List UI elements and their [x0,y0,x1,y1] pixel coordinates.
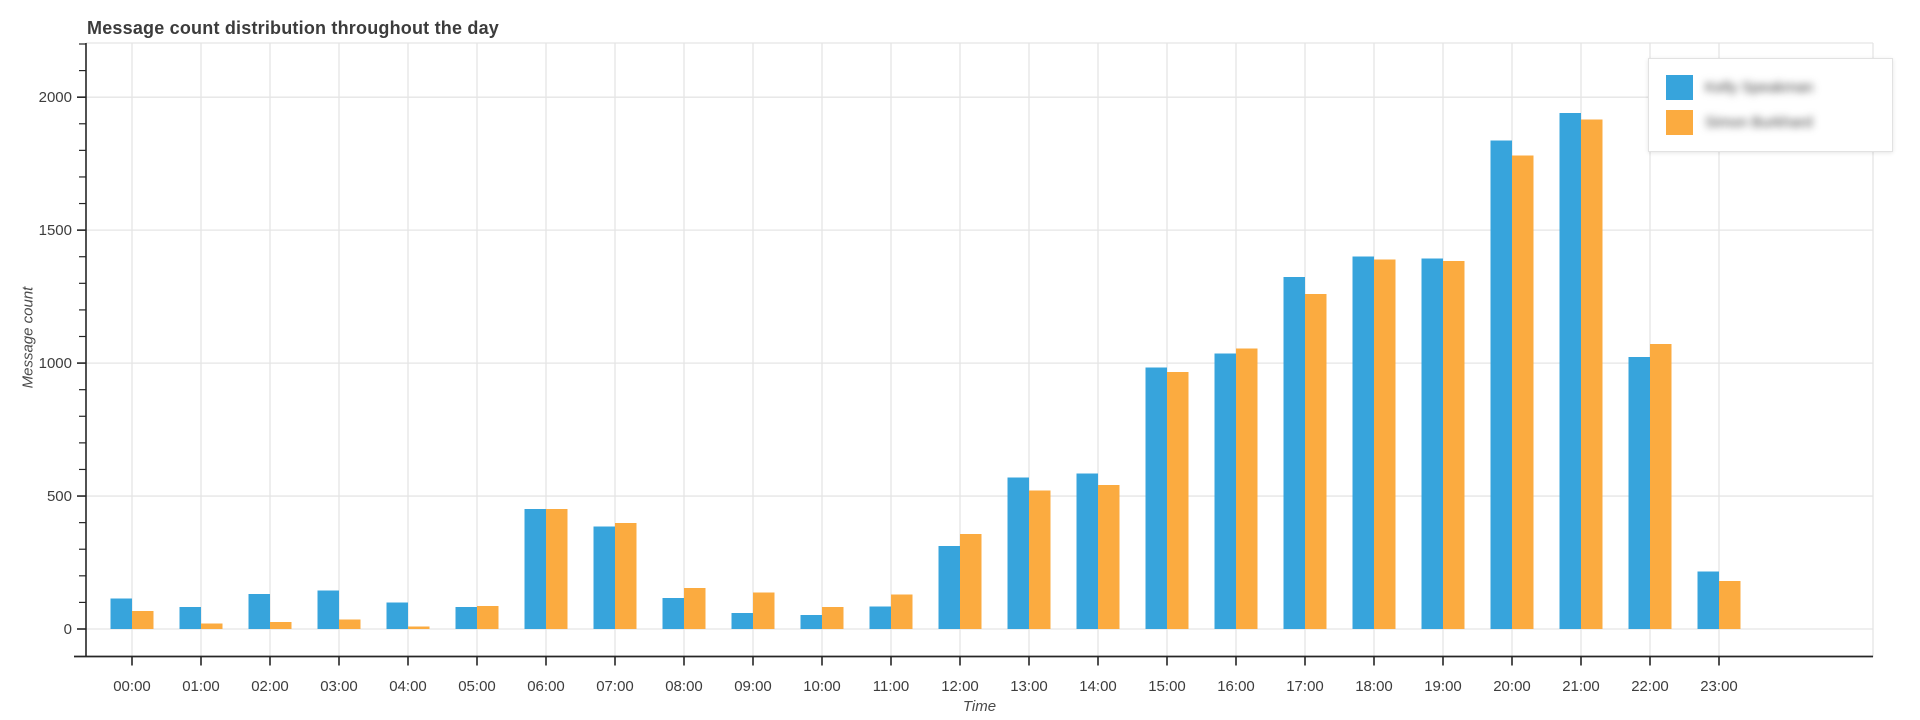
y-tick-label: 2000 [39,89,72,106]
x-tick-label: 22:00 [1631,678,1669,695]
x-tick-label: 12:00 [941,678,979,695]
x-tick-label: 16:00 [1217,678,1255,695]
bar [270,622,292,629]
y-tick-label: 500 [47,488,72,505]
bar [179,607,201,629]
x-tick-label: 15:00 [1148,678,1186,695]
bar [753,592,775,629]
y-tick-label: 0 [64,621,72,638]
x-tick-label: 18:00 [1355,678,1393,695]
bar [1098,484,1120,629]
bar [1076,473,1098,629]
bar [960,534,982,629]
bar [1628,357,1650,629]
y-tick-label: 1500 [39,222,72,239]
x-tick-label: 02:00 [251,678,289,695]
bar [408,626,430,629]
bar [132,610,154,629]
bar [546,508,568,629]
x-tick-label: 06:00 [527,678,565,695]
chart-title: Message count distribution throughout th… [87,18,499,38]
x-tick-label: 23:00 [1700,678,1738,695]
x-tick-label: 20:00 [1493,678,1531,695]
bar [248,593,270,629]
x-tick-label: 09:00 [734,678,772,695]
legend-label-series-1: Kelly Speakman [1705,79,1814,96]
y-tick-label: 1000 [39,355,72,372]
bar [662,597,684,629]
x-tick-label: 17:00 [1286,678,1324,695]
bar [1145,367,1167,629]
bar [1374,259,1396,629]
bar [822,607,844,629]
x-tick-label: 13:00 [1010,678,1048,695]
x-tick-label: 21:00 [1562,678,1600,695]
bar [317,590,339,629]
bar [1443,261,1465,629]
bar [800,615,822,629]
bar [386,602,408,629]
bar [1650,344,1672,629]
y-axis-title: Message count [19,286,37,389]
legend-item-series-1[interactable]: Kelly Speakman [1666,75,1892,100]
x-tick-label: 01:00 [182,678,220,695]
bar [477,605,499,629]
x-tick-label: 11:00 [873,678,909,695]
x-axis-title: Time [962,698,997,715]
bar [731,613,753,629]
x-tick-label: 00:00 [113,678,151,695]
bar [1421,258,1443,629]
bar [1214,353,1236,629]
x-tick-label: 14:00 [1079,678,1117,695]
bar [339,619,361,629]
bar [593,526,615,629]
bar [1581,119,1603,630]
x-tick-label: 05:00 [458,678,496,695]
legend-item-series-2[interactable]: Simon Burkhard [1666,110,1892,135]
bar [869,606,891,629]
bar [455,607,477,629]
bar [891,594,913,629]
bar [1283,276,1305,629]
legend-swatch-orange [1666,110,1693,135]
x-tick-label: 03:00 [320,678,358,695]
x-tick-label: 08:00 [665,678,703,695]
bar [1719,580,1741,629]
x-tick-label: 10:00 [803,678,841,695]
bar [684,588,706,629]
bar [1029,490,1051,629]
x-tick-label: 19:00 [1424,678,1462,695]
bar [1512,155,1534,630]
bar [1697,571,1719,629]
x-tick-label: 04:00 [389,678,427,695]
bar [1007,477,1029,629]
bar [1559,113,1581,630]
bar [110,598,132,629]
bar [524,509,546,629]
bar [1167,371,1189,629]
legend-label-series-2: Simon Burkhard [1705,114,1813,131]
legend-swatch-blue [1666,75,1693,100]
bar [1352,256,1374,629]
bar [201,623,223,629]
bar [615,523,637,629]
bar [938,545,960,629]
bar [1490,140,1512,629]
bar [1305,293,1327,629]
bar [1236,348,1258,629]
legend: Kelly Speakman Simon Burkhard [1648,58,1893,152]
x-tick-label: 07:00 [596,678,634,695]
